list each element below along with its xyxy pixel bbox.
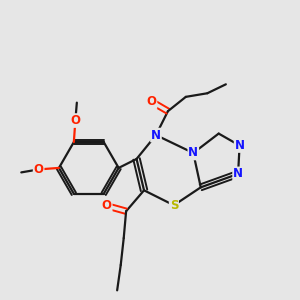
- Text: N: N: [151, 129, 161, 142]
- Text: O: O: [102, 199, 112, 212]
- Text: O: O: [70, 114, 80, 127]
- Text: O: O: [146, 95, 157, 108]
- Text: N: N: [235, 139, 244, 152]
- Text: N: N: [188, 146, 198, 160]
- Text: N: N: [233, 167, 243, 180]
- Text: S: S: [169, 199, 178, 212]
- Text: O: O: [34, 163, 44, 176]
